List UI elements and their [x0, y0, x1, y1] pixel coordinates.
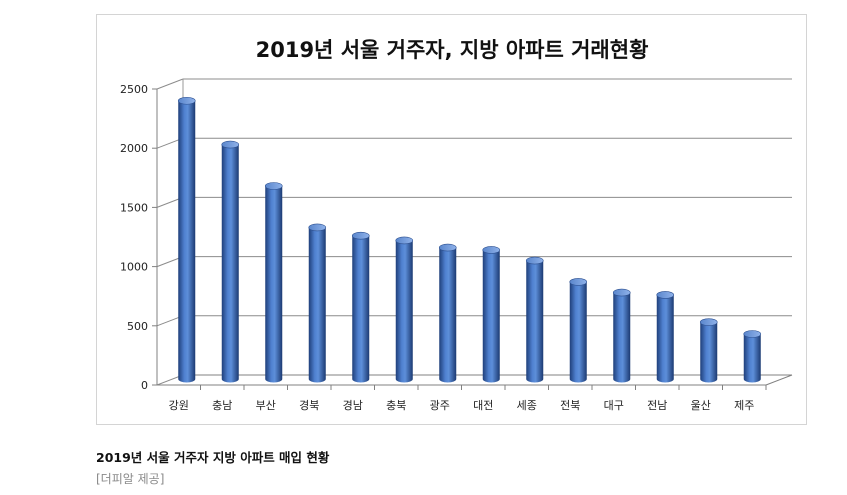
bar [308, 223, 327, 383]
bar [743, 330, 762, 383]
bar [656, 291, 675, 383]
bar [351, 231, 370, 383]
x-tick-label: 세종 [517, 399, 537, 412]
bars [177, 96, 762, 383]
x-tick-label: 전남 [647, 399, 667, 412]
chart-frame: 2019년 서울 거주자, 지방 아파트 거래현황 0 500 1000 1500 20… [96, 14, 807, 425]
y-tick-label: 2500 [120, 83, 148, 96]
x-tick-label: 부산 [256, 399, 276, 412]
bar [221, 140, 240, 383]
x-tick-label: 울산 [691, 399, 711, 412]
bar [264, 182, 283, 383]
bar [569, 278, 588, 383]
figure-source: [더피알 제공] [96, 472, 165, 486]
tick-labels: 0 500 1000 1500 2000 2500 강원 충남 부산 경북 경남 충북 광주 대전 세종 전북… [120, 83, 754, 412]
x-tick-label: 경북 [299, 399, 319, 412]
y-tick-label: 2000 [120, 142, 148, 155]
bar [699, 318, 718, 383]
x-tick-label: 대전 [473, 399, 493, 412]
gridlines [156, 78, 792, 386]
bar [395, 236, 414, 383]
x-tick-label: 광주 [430, 399, 450, 412]
x-tick-label: 전북 [560, 399, 580, 412]
x-tick-label: 제주 [734, 399, 754, 412]
x-tick-label: 충남 [212, 399, 232, 412]
x-tick-label: 강원 [169, 399, 189, 412]
y-tick-label: 500 [127, 320, 148, 333]
y-tick-label: 1500 [120, 201, 148, 214]
bar [482, 246, 501, 383]
bar [438, 243, 457, 383]
bar [525, 256, 544, 383]
y-tick-label: 0 [141, 379, 148, 392]
gridline-depth [156, 78, 184, 90]
bar [177, 96, 196, 383]
x-tick-label: 충북 [386, 399, 406, 412]
bar [612, 288, 631, 383]
axes [152, 79, 793, 390]
floor-edge [765, 374, 793, 386]
bar-chart: 2019년 서울 거주자, 지방 아파트 거래현황 0 500 1000 1500 20… [120, 38, 793, 412]
x-tick-label: 대구 [604, 399, 624, 412]
y-tick-label: 1000 [120, 261, 148, 274]
figure-caption: 2019년 서울 거주자 지방 아파트 매입 현황 [96, 450, 330, 465]
x-tick-label: 경남 [343, 399, 363, 412]
chart-title: 2019년 서울 거주자, 지방 아파트 거래현황 [256, 38, 649, 62]
